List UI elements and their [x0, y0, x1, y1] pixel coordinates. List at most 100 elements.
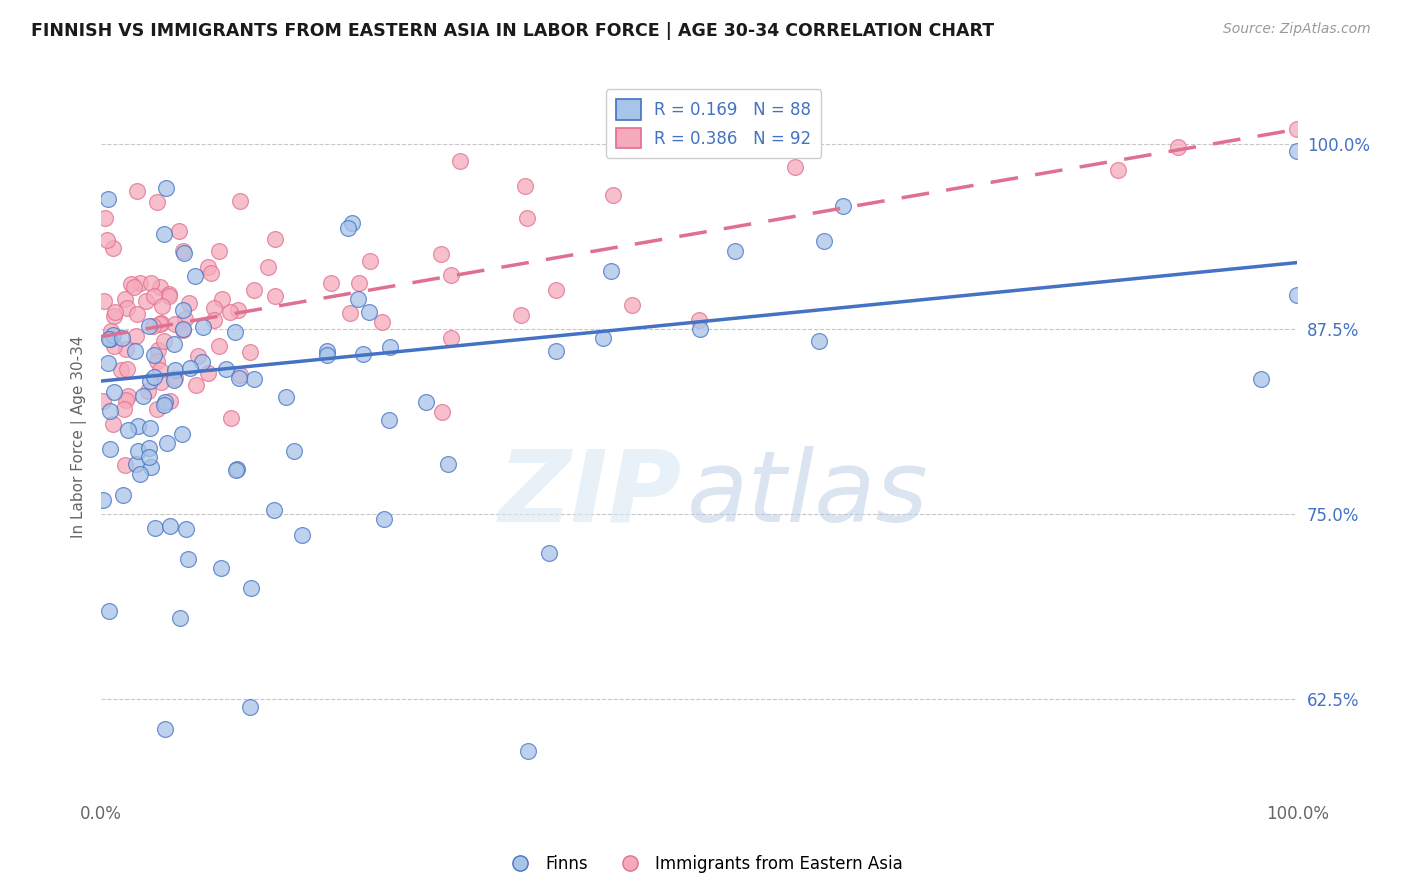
Point	[172, 323, 194, 337]
Point	[177, 295, 200, 310]
Point	[163, 336, 186, 351]
Point	[117, 423, 139, 437]
Point	[239, 582, 262, 596]
Point	[104, 305, 127, 319]
Point	[173, 246, 195, 260]
Point	[157, 289, 180, 303]
Point	[202, 313, 225, 327]
Point	[155, 181, 177, 195]
Point	[150, 299, 173, 313]
Point	[169, 611, 191, 625]
Point	[97, 604, 120, 618]
Point	[1167, 140, 1189, 154]
Point	[125, 307, 148, 321]
Point	[96, 234, 118, 248]
Point	[165, 371, 187, 385]
Point	[592, 330, 614, 344]
Point	[1286, 145, 1309, 159]
Point	[127, 444, 149, 458]
Point	[135, 293, 157, 308]
Point	[429, 246, 451, 260]
Point	[688, 313, 710, 327]
Point	[114, 343, 136, 357]
Point	[98, 332, 121, 346]
Point	[439, 268, 461, 282]
Point	[436, 457, 458, 471]
Point	[813, 234, 835, 248]
Point	[114, 292, 136, 306]
Point	[620, 298, 643, 312]
Point	[120, 277, 142, 292]
Point	[93, 294, 115, 309]
Point	[239, 699, 262, 714]
Point	[128, 467, 150, 481]
Point	[176, 551, 198, 566]
Point	[129, 276, 152, 290]
Point	[191, 355, 214, 369]
Point	[110, 331, 132, 345]
Point	[225, 462, 247, 476]
Point	[153, 395, 176, 409]
Point	[153, 227, 176, 241]
Point	[159, 518, 181, 533]
Point	[139, 374, 162, 388]
Point	[371, 315, 394, 329]
Point	[115, 361, 138, 376]
Point	[339, 306, 361, 320]
Point	[150, 316, 173, 330]
Point	[149, 317, 172, 331]
Point	[342, 215, 364, 229]
Point	[184, 268, 207, 283]
Point	[509, 308, 531, 322]
Point	[172, 244, 194, 258]
Point	[173, 312, 195, 326]
Point	[599, 263, 621, 277]
Point	[136, 384, 159, 399]
Point	[98, 332, 121, 346]
Point	[163, 363, 186, 377]
Point	[724, 244, 747, 258]
Point	[378, 340, 401, 354]
Point	[143, 521, 166, 535]
Point	[103, 417, 125, 431]
Point	[440, 331, 463, 345]
Point	[209, 560, 232, 574]
Point	[352, 347, 374, 361]
Point	[176, 522, 198, 536]
Point	[544, 283, 567, 297]
Point	[336, 220, 359, 235]
Point	[91, 492, 114, 507]
Point	[103, 309, 125, 323]
Point	[142, 318, 165, 333]
Point	[225, 463, 247, 477]
Point	[224, 326, 246, 340]
Point	[146, 354, 169, 368]
Point	[97, 192, 120, 206]
Point	[291, 528, 314, 542]
Point	[157, 287, 180, 301]
Point	[127, 419, 149, 434]
Point	[146, 194, 169, 209]
Point	[783, 161, 806, 175]
Point	[211, 292, 233, 306]
Point	[1107, 163, 1129, 178]
Point	[316, 344, 339, 359]
Point	[274, 390, 297, 404]
Point	[138, 441, 160, 455]
Point	[263, 503, 285, 517]
Point	[142, 370, 165, 384]
Point	[239, 345, 262, 359]
Point	[125, 328, 148, 343]
Point	[200, 266, 222, 280]
Point	[98, 404, 121, 418]
Point	[163, 373, 186, 387]
Point	[197, 260, 219, 274]
Point	[149, 280, 172, 294]
Point	[808, 334, 831, 348]
Point	[373, 511, 395, 525]
Point	[117, 390, 139, 404]
Point	[1286, 122, 1309, 136]
Point	[125, 184, 148, 198]
Legend: Finns, Immigrants from Eastern Asia: Finns, Immigrants from Eastern Asia	[496, 848, 910, 880]
Point	[184, 377, 207, 392]
